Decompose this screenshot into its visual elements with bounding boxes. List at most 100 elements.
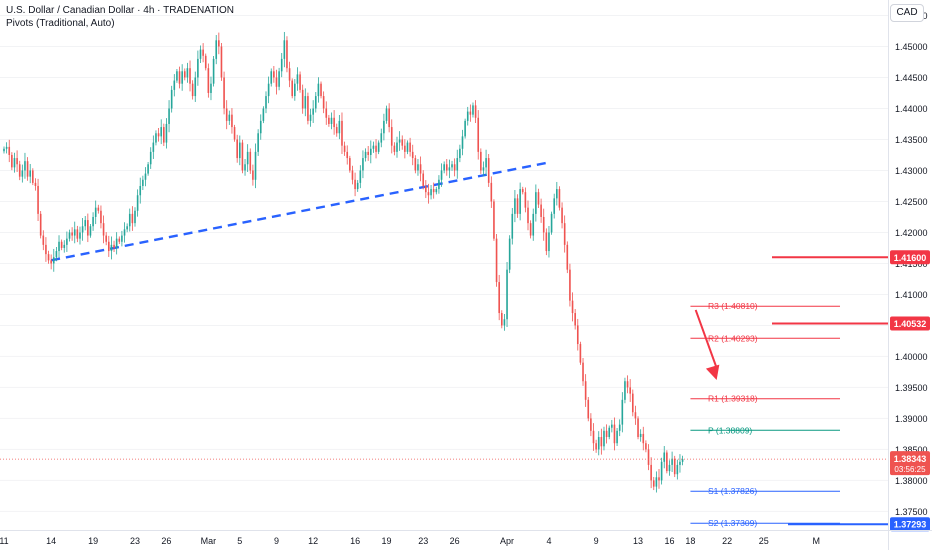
time-tick-label: 16 [350,536,360,546]
candle-body [668,464,671,472]
candle-body [673,458,676,475]
candle [341,112,343,154]
candle [671,451,673,473]
candle-body [320,83,322,97]
time-tick-label: 26 [161,536,171,546]
candle [556,181,558,206]
candle-body [24,161,26,171]
candle [173,74,176,97]
last-price-label: 1.38343 [894,454,927,464]
candle-body [629,387,631,394]
candle [134,207,136,227]
candle-body [406,142,409,152]
candle [11,152,13,171]
price-tick-label: 1.37500 [895,507,928,517]
candle-body [168,108,170,124]
candle-body [516,198,519,214]
candle [542,208,545,241]
candle [32,168,34,186]
candle [404,139,406,159]
candle-body [537,192,540,205]
candle [170,85,173,113]
candle [453,158,456,177]
candle [590,413,592,437]
candle [123,222,126,243]
candle-body [238,142,241,159]
candle-body [317,83,320,97]
candle [304,88,307,117]
candle-body [427,192,430,196]
candle-body [18,164,21,177]
trendline-drawing[interactable] [50,161,550,262]
candle [254,143,257,189]
candle [571,292,574,322]
candle [309,108,312,127]
time-axis[interactable]: 11 14 19 23 26 Mar 5 9 12 16 19 23 26 Apr 4 9 13 16 18 22 25… [0,530,932,547]
candle-body [432,189,435,193]
candle-body [466,111,469,121]
candle-body [131,213,134,224]
candle [178,66,181,89]
candle-body [666,452,668,472]
candle-body [223,77,225,109]
candle [37,178,39,221]
candle [566,241,569,274]
candle-body [71,232,73,236]
currency-button[interactable]: CAD [890,4,924,22]
candle [252,164,254,186]
candle-body [503,319,506,326]
candle [529,220,532,239]
bar-countdown-label: 03:56:25 [894,465,926,474]
candle [613,417,616,451]
candle-body [322,96,325,109]
level-badge [890,316,930,331]
candle-body [663,452,666,462]
candle-body [584,381,587,400]
candle [218,32,220,55]
candle-body [39,213,42,236]
candle-body [102,223,105,236]
candle [629,379,631,402]
candle [110,236,113,260]
candle-body [194,77,197,97]
candle-body [307,96,309,121]
price-axis[interactable]: 1.455001.450001.445001.440001.435001.430… [888,0,932,550]
candle-body [181,71,183,84]
candle [71,227,73,241]
candle [66,231,68,252]
price-tick-label: 1.44500 [895,73,928,83]
candle [553,193,556,219]
arrow-head [705,364,720,380]
candle [152,135,155,159]
candle-body [459,148,461,159]
candle [540,198,542,223]
dashed-trendline [50,161,550,262]
candle [147,162,149,176]
candle-body [236,139,238,159]
candle [328,114,330,127]
candle-body [655,477,658,487]
candle [246,144,249,172]
candle-body [257,133,259,152]
candle [652,476,655,491]
candle [13,152,16,173]
candle [346,145,349,165]
indicator-label[interactable]: Pivots (Traditional, Auto) [6,18,115,29]
price-tick-label: 1.43000 [895,166,928,176]
candle [275,69,278,95]
candle [524,187,527,213]
candle-body [218,40,220,47]
candle [249,148,252,174]
arrow-drawing[interactable] [694,309,720,380]
candle-body [425,185,427,193]
time-tick-label: 23 [130,536,140,546]
candle-body [579,344,582,363]
candle-body [225,108,228,121]
candle-body [231,114,233,128]
candle-body [3,148,5,152]
candle-body [113,244,115,248]
time-tick-label: 9 [594,536,599,546]
candle-body [47,254,50,261]
candle-body [550,213,553,233]
